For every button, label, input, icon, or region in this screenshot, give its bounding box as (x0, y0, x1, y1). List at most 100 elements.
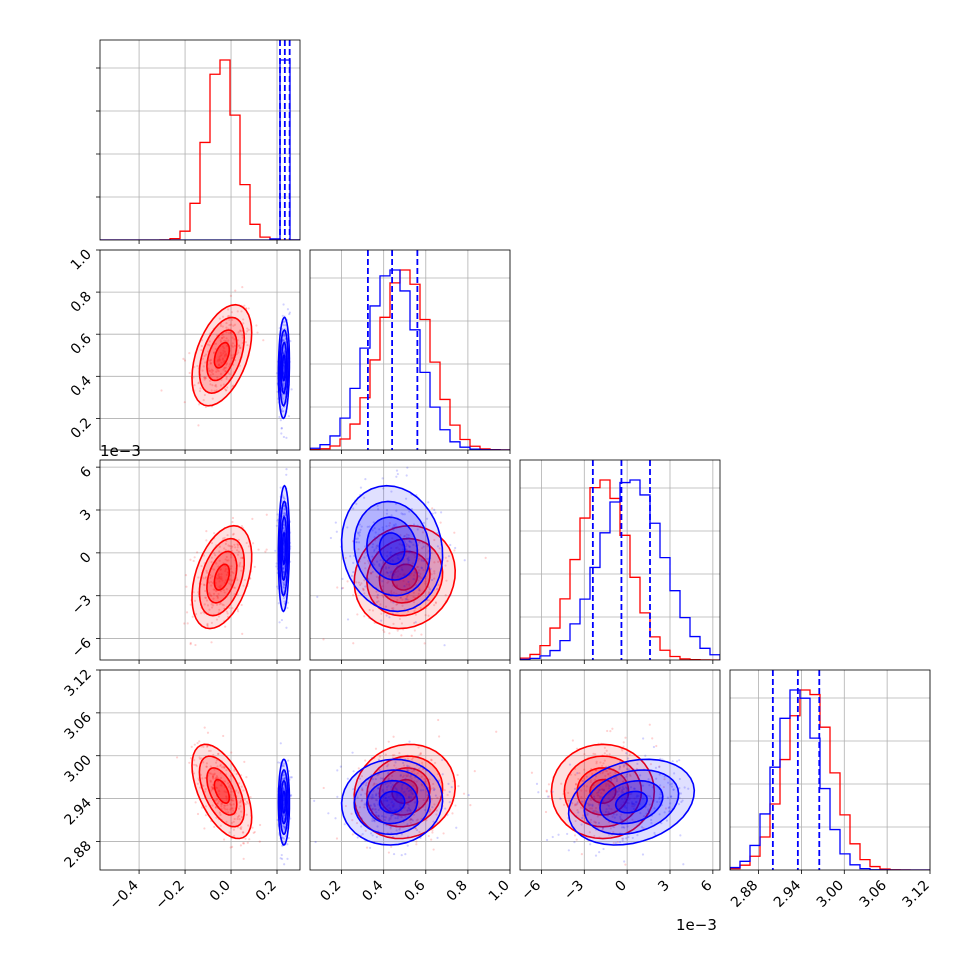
scatter-point (626, 825, 629, 828)
scatter-point (371, 778, 374, 781)
scatter-point (204, 577, 207, 580)
scatter-point (362, 588, 365, 591)
scatter-point (237, 538, 240, 542)
scatter-point (407, 806, 410, 810)
scatter-point (410, 777, 413, 780)
scatter-point (229, 787, 232, 790)
scatter-point (218, 790, 221, 793)
scatter-point (405, 533, 408, 536)
scatter-point (417, 579, 420, 582)
scatter-point (375, 590, 378, 593)
scatter-point (351, 751, 354, 754)
scatter-point (441, 773, 444, 776)
scatter-point (592, 795, 596, 798)
scatter-point (285, 473, 288, 476)
scatter-point (236, 578, 239, 581)
scatter-point (454, 546, 457, 550)
scatter-point (327, 812, 330, 815)
scatter-point (403, 541, 406, 544)
scatter-point (382, 595, 385, 598)
scatter-point (395, 584, 398, 587)
scatter-point (632, 768, 635, 771)
scatter-point (401, 513, 405, 516)
scatter-point (232, 532, 235, 535)
scatter-point (209, 765, 212, 768)
scatter-point (407, 769, 410, 772)
scatter-point (196, 782, 199, 785)
scatter-point (454, 804, 457, 807)
scatter-point (210, 584, 213, 587)
scatter-point (236, 817, 239, 821)
scatter-point (216, 595, 219, 598)
scatter-point (230, 344, 233, 347)
scatter-point (336, 769, 339, 772)
scatter-point (377, 787, 380, 790)
scatter-point (615, 779, 619, 783)
scatter-point (687, 787, 690, 790)
scatter-point (642, 827, 645, 830)
scatter-point (226, 782, 230, 785)
scatter-point (371, 570, 374, 574)
scatter-point (373, 820, 376, 823)
scatter-point (621, 819, 624, 822)
scatter-point (200, 564, 203, 568)
scatter-point (358, 777, 362, 780)
scatter-point (206, 623, 209, 626)
scatter-point (408, 558, 411, 562)
scatter-point (597, 794, 600, 797)
scatter-point (612, 813, 615, 816)
scatter-point (218, 358, 221, 361)
scatter-point (407, 789, 411, 793)
scatter-point (402, 764, 406, 767)
scatter-point (659, 793, 662, 796)
scatter-point (426, 794, 429, 797)
scatter-point (412, 591, 415, 594)
scatter-point (215, 562, 218, 565)
scatter-point (277, 602, 280, 605)
scatter-point (407, 774, 410, 777)
scatter-point (283, 530, 286, 533)
scatter-point (371, 808, 374, 811)
scatter-point (405, 590, 408, 593)
scatter-point (609, 827, 612, 830)
scatter-point (412, 601, 416, 604)
scatter-point (376, 504, 379, 507)
scatter-point (669, 802, 672, 805)
scatter-point (392, 804, 395, 807)
scatter-point (585, 775, 588, 778)
scatter-point (242, 857, 245, 860)
scatter-point (235, 549, 239, 552)
scatter-point (617, 793, 620, 797)
scatter-point (404, 815, 407, 818)
scatter-point (352, 570, 355, 574)
density-contour-1 (280, 779, 288, 825)
scatter-point (594, 821, 597, 824)
density-contour-1 (340, 758, 444, 846)
scatter-point (222, 383, 225, 386)
scatter-point (218, 811, 221, 814)
scatter-point (214, 777, 217, 780)
scatter-point (431, 578, 434, 582)
scatter-point (213, 351, 216, 354)
scatter-point (216, 776, 219, 779)
scatter-point (208, 608, 211, 611)
scatter-point (644, 754, 647, 757)
scatter-point (658, 797, 661, 800)
scatter-point (210, 789, 213, 792)
scatter-point (349, 555, 352, 558)
scatter-point (194, 643, 197, 647)
scatter-point (364, 478, 367, 481)
scatter-point (247, 824, 250, 827)
scatter-point (583, 753, 586, 756)
scatter-point (658, 765, 661, 768)
scatter-point (280, 427, 283, 430)
scatter-point (387, 803, 390, 807)
scatter-point (211, 776, 215, 779)
scatter-point (420, 559, 423, 562)
scatter-point (377, 758, 381, 761)
scatter-point (219, 590, 222, 593)
scatter-point (356, 836, 359, 839)
scatter-point (453, 531, 456, 534)
scatter-point (222, 368, 225, 371)
scatter-point (388, 817, 391, 820)
